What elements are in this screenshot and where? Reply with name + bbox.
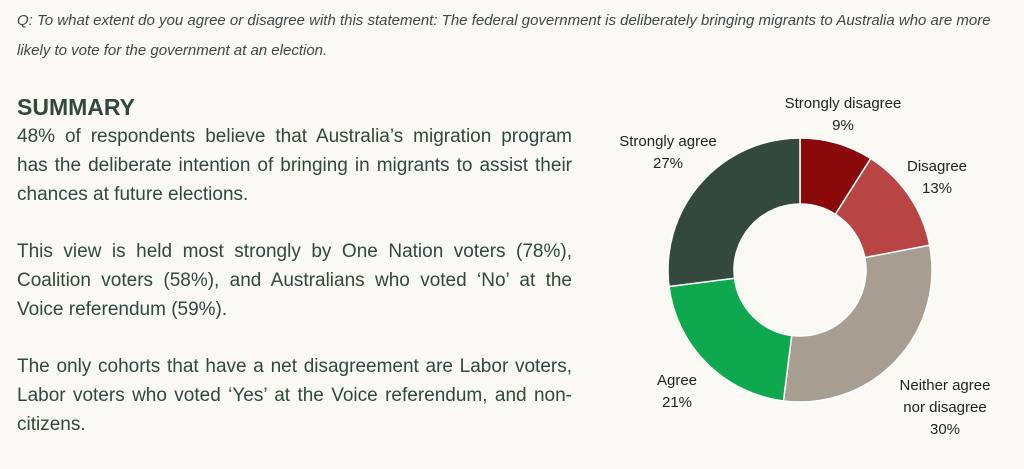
value-label: 21% [662, 394, 692, 411]
value-label: 30% [930, 421, 960, 438]
donut-chart: Strongly disagree 9% Disagree 13% Neither ag… [619, 95, 991, 438]
donut-segment [668, 277, 793, 402]
donut-segment [782, 244, 933, 403]
segment-label: Agree [657, 372, 697, 389]
summary: SUMMARY 48% of respondents believe that … [17, 92, 572, 467]
paragraph: 48% of respondents believe that Australi… [17, 126, 572, 205]
segment-label: nor disagree [903, 399, 986, 416]
value-label: 27% [653, 155, 683, 172]
segment-label: Disagree [907, 158, 967, 175]
value-label: 9% [832, 117, 854, 134]
paragraph: This view is held most strongly by One N… [17, 241, 572, 320]
segment-label: Strongly agree [619, 133, 717, 150]
summary-heading: SUMMARY [17, 94, 135, 120]
segment-label: Strongly disagree [785, 95, 902, 112]
value-label: 13% [922, 180, 952, 197]
question: Q: To what extent do you agree or disagr… [17, 12, 991, 59]
paragraph: The only cohorts that have a net disagre… [17, 356, 572, 435]
segment-label: Neither agree [900, 377, 991, 394]
donut-segment [667, 137, 801, 288]
